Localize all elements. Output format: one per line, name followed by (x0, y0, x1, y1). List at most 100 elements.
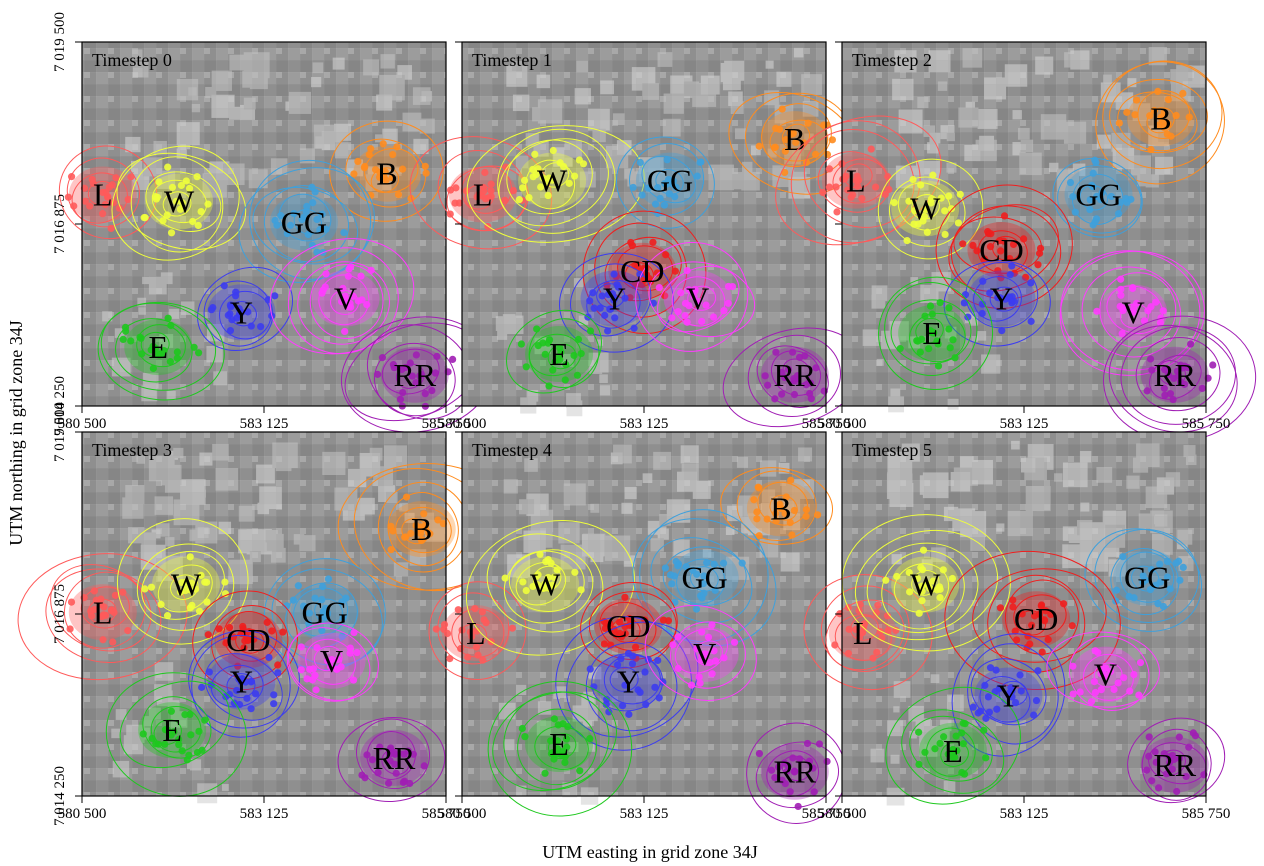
location-point (186, 604, 194, 612)
location-point (382, 176, 390, 184)
density-contour (644, 604, 757, 701)
density-contour (890, 299, 972, 365)
density-contour (650, 537, 753, 624)
density-contour (878, 276, 994, 391)
location-point (661, 564, 669, 572)
location-point (420, 762, 428, 770)
density-contour (901, 709, 1005, 794)
location-point (708, 670, 716, 678)
location-point (462, 187, 470, 195)
location-point (203, 598, 211, 606)
location-point (700, 572, 708, 580)
location-point (782, 493, 790, 501)
location-point (345, 303, 353, 311)
location-point (814, 511, 822, 519)
location-point (754, 483, 762, 491)
density-contour (893, 563, 950, 613)
location-point (309, 665, 318, 673)
location-point (775, 501, 783, 509)
density-contour (130, 156, 224, 253)
location-point (1011, 627, 1019, 635)
density-contour (345, 138, 426, 208)
location-point (1089, 183, 1097, 191)
location-point (755, 532, 763, 540)
location-point (228, 301, 236, 309)
location-point (655, 694, 663, 702)
group-home-range (263, 558, 386, 671)
density-contour (670, 621, 746, 689)
location-point (692, 605, 701, 613)
location-point (636, 270, 644, 278)
group-home-range (943, 260, 1051, 347)
density-contour (285, 582, 358, 649)
location-point (853, 182, 862, 190)
location-point (1086, 196, 1094, 204)
location-point (1020, 235, 1028, 243)
location-point (586, 735, 594, 743)
location-point (70, 202, 78, 210)
group-home-range (720, 467, 834, 545)
location-point (618, 702, 627, 710)
location-point (858, 628, 866, 636)
location-point (1154, 600, 1162, 608)
y-tick-label: 7 016 875 (52, 194, 68, 254)
location-point (954, 219, 963, 227)
location-point (1191, 732, 1200, 740)
location-point (1030, 711, 1038, 719)
location-point (1133, 299, 1141, 307)
location-point (852, 625, 860, 634)
location-point (148, 734, 156, 743)
density-contour (119, 680, 230, 769)
density-contour (228, 301, 257, 327)
location-point (201, 716, 209, 724)
group-label: E (922, 315, 942, 351)
location-point (371, 166, 380, 174)
location-point (831, 641, 839, 649)
location-point (980, 255, 989, 263)
location-point (1132, 96, 1141, 104)
density-contour (781, 123, 811, 150)
location-point (446, 186, 455, 194)
density-contour (318, 274, 370, 326)
location-point (615, 618, 624, 626)
location-point (561, 376, 569, 384)
location-point (755, 750, 764, 758)
location-point (274, 661, 282, 669)
location-point (969, 703, 977, 711)
density-contour (973, 276, 1022, 322)
location-point (653, 269, 661, 277)
location-point (1163, 557, 1171, 566)
location-point (396, 395, 405, 404)
location-point (387, 522, 395, 530)
location-point (468, 632, 476, 641)
location-point (194, 349, 203, 357)
density-contour (970, 658, 1047, 726)
location-point (903, 237, 911, 245)
location-point (1164, 371, 1173, 379)
location-point (122, 327, 130, 335)
location-point (111, 591, 120, 599)
location-point (1169, 395, 1177, 404)
location-point (654, 183, 662, 192)
location-point (119, 335, 127, 344)
location-point (316, 226, 324, 234)
density-contour (203, 280, 274, 347)
panels-layer: L W B GG Y V E RR Timestep 0 580 500 583 125 585 75… (17, 12, 1257, 826)
x-tick-label: 585 750 (802, 806, 851, 822)
location-point (795, 755, 804, 763)
location-point (177, 181, 185, 190)
location-point (937, 194, 945, 202)
location-point (86, 202, 94, 210)
location-point (693, 645, 701, 653)
location-point (173, 348, 181, 356)
density-contour (188, 630, 300, 729)
location-point (936, 298, 944, 307)
location-point (187, 731, 195, 739)
location-point (662, 251, 670, 259)
location-point (853, 172, 861, 180)
location-point (1097, 686, 1105, 694)
location-point (573, 371, 582, 379)
density-contour (141, 550, 225, 620)
location-point (420, 510, 428, 518)
location-point (1176, 576, 1184, 584)
